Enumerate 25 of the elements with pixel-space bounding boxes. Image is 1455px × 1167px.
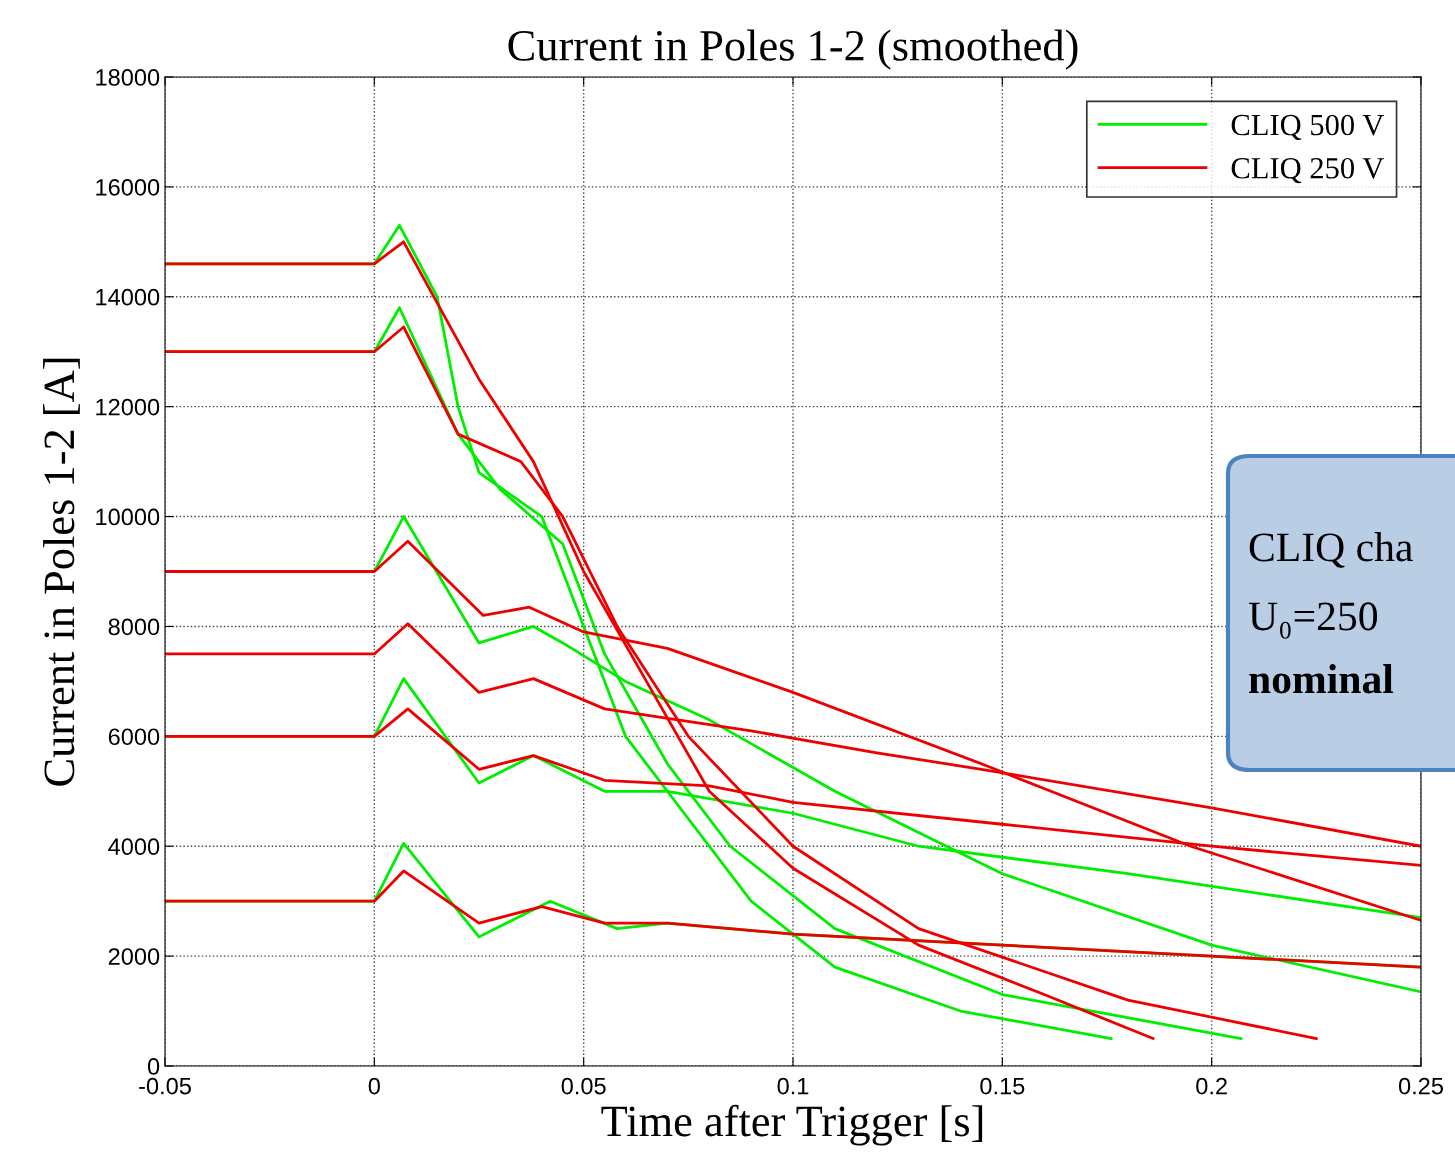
legend-label: CLIQ 500 V [1231,114,1384,141]
chart-title: Current in Poles 1-2 (smoothed) [508,29,1078,70]
y-tick-label: 16000 [96,178,160,196]
annotation: CLIQ cha [1249,532,1413,568]
y-tick-label: 8000 [108,618,160,636]
y-tick-label: 4000 [108,838,160,856]
x-tick-label: 0.2 [1196,1077,1227,1095]
y-tick-label: 12000 [96,398,160,416]
x-tick-label: 0 [368,1077,380,1095]
y-tick-label: 18000 [96,69,160,86]
y-axis-title: Current in Poles 1-2 [A] [43,358,80,786]
x-tick-label: -0.05 [139,1077,191,1095]
y-tick-label: 14000 [96,288,160,306]
x-tick-label: 0.25 [1398,1077,1443,1095]
y-tick-label: 10000 [96,508,160,526]
y-tick-label: 2000 [108,948,160,965]
y-tick-label: 0 [147,1058,160,1075]
legend-label: CLIQ 250 V [1231,157,1384,184]
x-axis-title: Time after Trigger [s] [601,1104,983,1146]
annotation: nominal [1249,664,1394,694]
y-tick-label: 6000 [108,728,160,746]
x-tick-label: 0.15 [980,1077,1025,1095]
annotation: U₀=250 [1248,602,1378,639]
x-tick-label: 0.1 [777,1077,809,1095]
x-tick-label: 0.05 [561,1077,606,1095]
